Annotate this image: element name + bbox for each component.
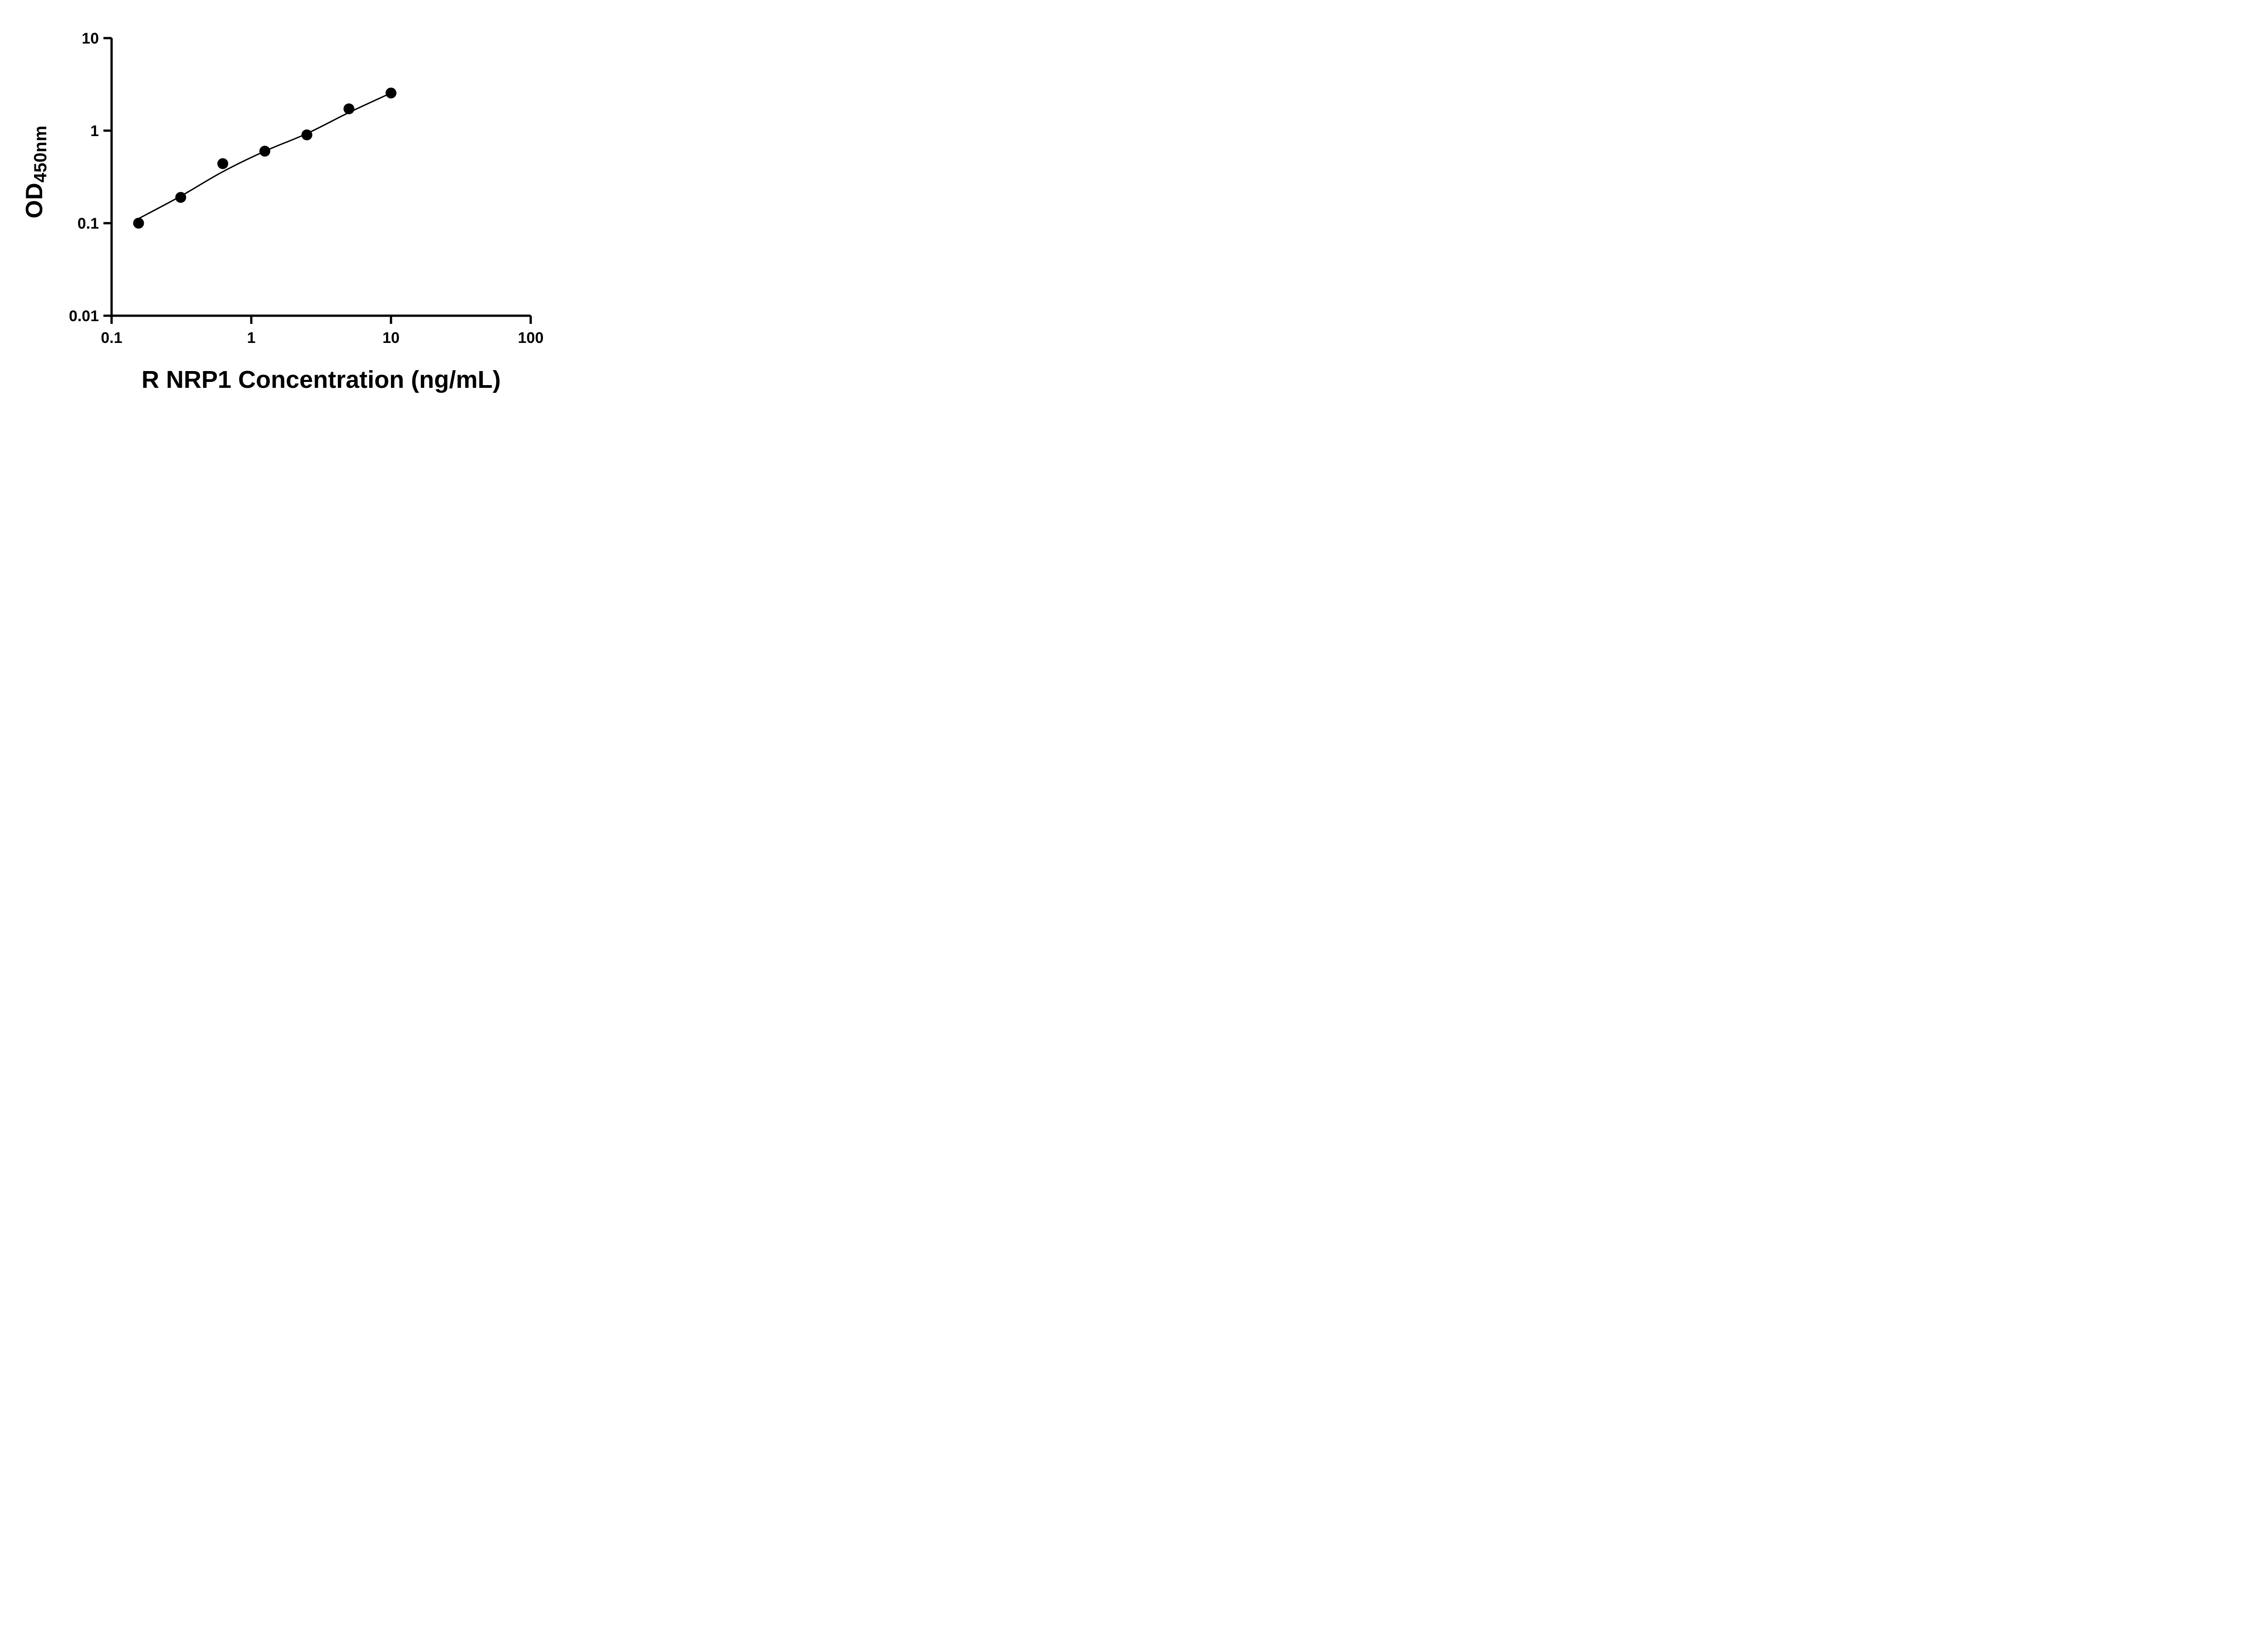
data-point bbox=[133, 218, 144, 229]
data-point bbox=[386, 88, 396, 99]
x-tick-label: 10 bbox=[382, 329, 400, 347]
y-tick-label: 10 bbox=[82, 30, 99, 47]
data-point bbox=[217, 158, 229, 169]
elisa-standard-curve-figure: 0.1 1 10 100 0.01 0.1 1 10 OD450nm R NRP1 Conce… bbox=[0, 0, 583, 408]
y-tick-label: 0.01 bbox=[69, 308, 99, 325]
data-point bbox=[343, 103, 355, 114]
y-axis-title: OD450nm bbox=[21, 125, 51, 218]
x-tick-label: 1 bbox=[247, 329, 256, 347]
y-tick-label: 1 bbox=[90, 122, 99, 140]
data-point bbox=[301, 129, 313, 141]
data-point bbox=[259, 146, 270, 157]
y-tick-label: 0.1 bbox=[78, 215, 99, 232]
x-tick-label: 0.1 bbox=[101, 329, 122, 347]
data-point bbox=[175, 192, 186, 203]
x-axis-title: R NRP1 Concentration (ng/mL) bbox=[142, 366, 501, 393]
x-tick-label: 100 bbox=[518, 329, 544, 347]
y-axis-title-subscript: 450nm bbox=[30, 125, 50, 183]
y-axis-title-main: OD bbox=[21, 182, 48, 219]
